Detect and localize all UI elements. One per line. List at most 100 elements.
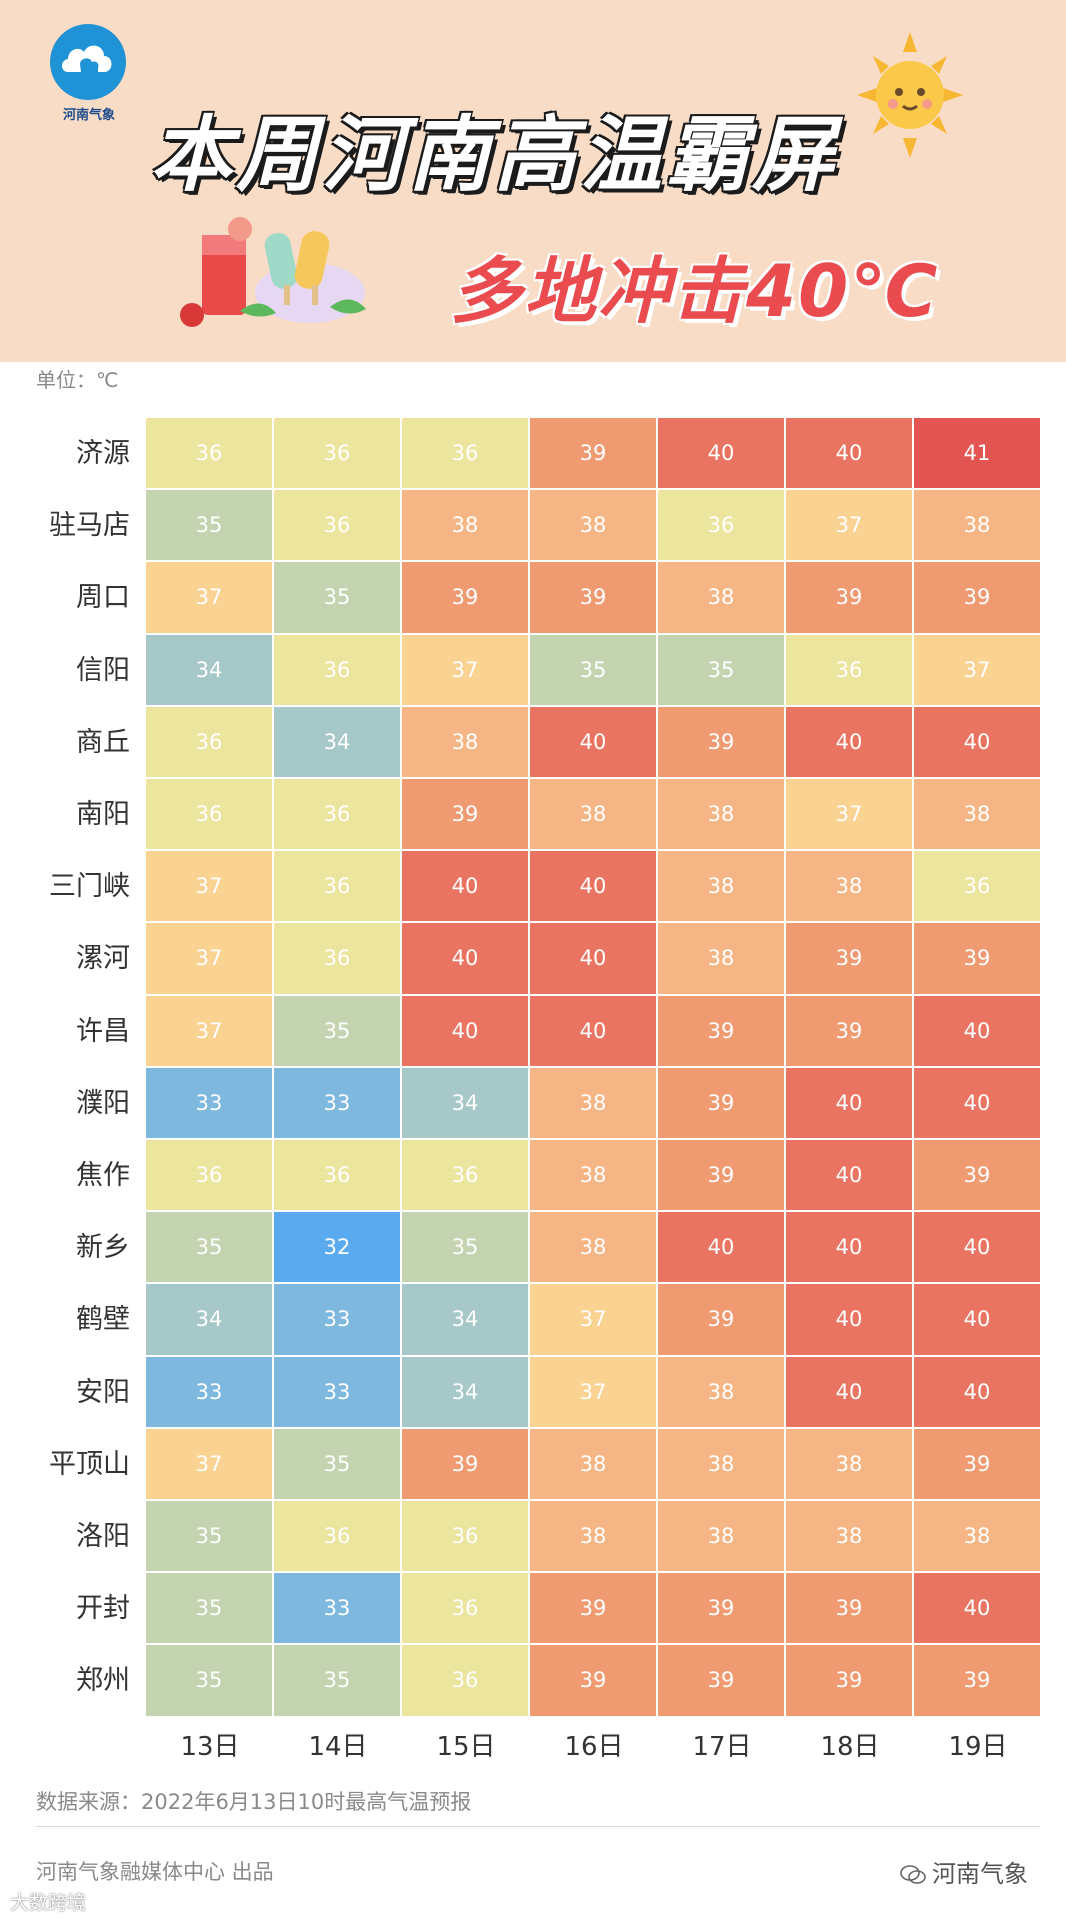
heatmap-cell: 36 [402, 1573, 528, 1644]
heatmap-cell: 39 [658, 1140, 784, 1211]
column-label: 16日 [564, 1732, 624, 1762]
heatmap-cell: 38 [530, 779, 656, 850]
heatmap-cell: 35 [274, 995, 400, 1066]
heatmap-cell: 38 [530, 1140, 656, 1211]
heatmap-cell: 39 [658, 706, 784, 777]
heatmap-cell: 39 [530, 1645, 656, 1716]
heatmap-cell: 33 [146, 1356, 272, 1427]
heatmap-cell: 35 [530, 634, 656, 705]
heatmap-cell: 37 [786, 490, 912, 561]
row-label: 新乡 [76, 1232, 130, 1264]
column-label: 15日 [436, 1732, 496, 1762]
heatmap-cell: 36 [274, 634, 400, 705]
heatmap-cell: 39 [786, 562, 912, 633]
heatmap-cell: 36 [274, 418, 400, 489]
heatmap-cell: 39 [786, 923, 912, 994]
heatmap-cell: 39 [530, 1573, 656, 1644]
heatmap-cell: 38 [658, 562, 784, 633]
heatmap-cell: 37 [530, 1356, 656, 1427]
heatmap-cell: 36 [786, 634, 912, 705]
heatmap-cell: 38 [658, 1428, 784, 1499]
heatmap-cell: 38 [658, 1501, 784, 1572]
heatmap-cell: 38 [658, 1356, 784, 1427]
heatmap-cell: 32 [274, 1212, 400, 1283]
heatmap-cell: 35 [146, 1501, 272, 1572]
heatmap-cell: 34 [146, 634, 272, 705]
heatmap-cell: 37 [146, 1428, 272, 1499]
heatmap-cell: 36 [402, 1140, 528, 1211]
cold-drinks-icon [180, 215, 400, 335]
heatmap-cell: 40 [530, 706, 656, 777]
heatmap-cell: 35 [146, 1573, 272, 1644]
row-label: 焦作 [76, 1160, 130, 1191]
heatmap-cell: 35 [146, 490, 272, 561]
heatmap-cell: 40 [786, 1067, 912, 1138]
heatmap-cell: 38 [530, 1428, 656, 1499]
heatmap-cell: 35 [274, 1645, 400, 1716]
heatmap-cell: 39 [402, 562, 528, 633]
data-source: 数据来源：2022年6月13日10时最高气温预报 [36, 1790, 472, 1814]
row-label: 开封 [76, 1593, 130, 1625]
row-label: 洛阳 [76, 1521, 130, 1552]
heatmap-cell: 38 [914, 490, 1040, 561]
heatmap-cell: 38 [658, 923, 784, 994]
heatmap-cell: 36 [914, 851, 1040, 922]
heatmap-cell: 33 [274, 1573, 400, 1644]
heatmap-cell: 38 [530, 490, 656, 561]
heatmap-cell: 36 [402, 1645, 528, 1716]
heatmap-cell: 40 [786, 1284, 912, 1355]
heatmap-cell: 40 [786, 706, 912, 777]
heatmap-cell: 40 [786, 1356, 912, 1427]
column-label: 14日 [308, 1732, 368, 1762]
heatmap-cell: 38 [530, 1212, 656, 1283]
heatmap-cell: 39 [914, 1428, 1040, 1499]
heatmap-cell: 38 [914, 779, 1040, 850]
heatmap-cell: 40 [786, 1140, 912, 1211]
heatmap-cell: 40 [530, 995, 656, 1066]
heatmap-cell: 36 [402, 418, 528, 489]
heatmap-cell: 33 [274, 1067, 400, 1138]
heatmap-cell: 36 [658, 490, 784, 561]
heatmap-cell: 34 [146, 1284, 272, 1355]
heatmap-cell: 39 [914, 1140, 1040, 1211]
heatmap-cell: 39 [658, 1573, 784, 1644]
heatmap-cell: 40 [402, 851, 528, 922]
column-label: 13日 [180, 1732, 240, 1762]
heatmap-cell: 35 [274, 562, 400, 633]
producer-credit: 河南气象融媒体中心 出品 [36, 1860, 274, 1884]
heatmap-cell: 38 [530, 1501, 656, 1572]
heatmap-cell: 36 [274, 1501, 400, 1572]
watermark: 大数跨境 [10, 1892, 87, 1914]
heatmap-cell: 34 [402, 1356, 528, 1427]
header-banner: 河南气象 本周河南高温霸屏 多地冲击40℃ [0, 0, 1066, 362]
column-label: 18日 [820, 1732, 880, 1762]
row-label: 安阳 [76, 1376, 130, 1408]
heatmap-cell: 39 [658, 1284, 784, 1355]
heatmap-cell: 36 [146, 418, 272, 489]
heatmap-cell: 37 [914, 634, 1040, 705]
heatmap-cell: 37 [146, 851, 272, 922]
row-label: 三门峡 [49, 871, 130, 903]
heatmap-cell: 40 [786, 1212, 912, 1283]
row-label: 驻马店 [49, 510, 130, 542]
row-label: 南阳 [76, 799, 130, 830]
wechat-name: 河南气象 [932, 1860, 1028, 1888]
heatmap-cell: 38 [786, 1428, 912, 1499]
sun-icon [855, 30, 965, 160]
logo-icon [50, 24, 126, 100]
heatmap-cell: 38 [658, 851, 784, 922]
heatmap-cell: 38 [402, 490, 528, 561]
heatmap-cell: 36 [274, 1140, 400, 1211]
heatmap-cell: 40 [914, 1356, 1040, 1427]
heatmap-cell: 40 [914, 1284, 1040, 1355]
row-label: 信阳 [76, 654, 130, 686]
page-subtitle: 多地冲击40℃ [450, 249, 940, 333]
heatmap-cell: 39 [914, 923, 1040, 994]
heatmap-cell: 40 [530, 923, 656, 994]
column-label: 19日 [948, 1732, 1008, 1762]
row-label: 郑州 [76, 1665, 130, 1697]
heatmap-cell: 37 [402, 634, 528, 705]
heatmap-cell: 33 [146, 1067, 272, 1138]
heatmap-cell: 38 [402, 706, 528, 777]
heatmap-cell: 39 [530, 562, 656, 633]
